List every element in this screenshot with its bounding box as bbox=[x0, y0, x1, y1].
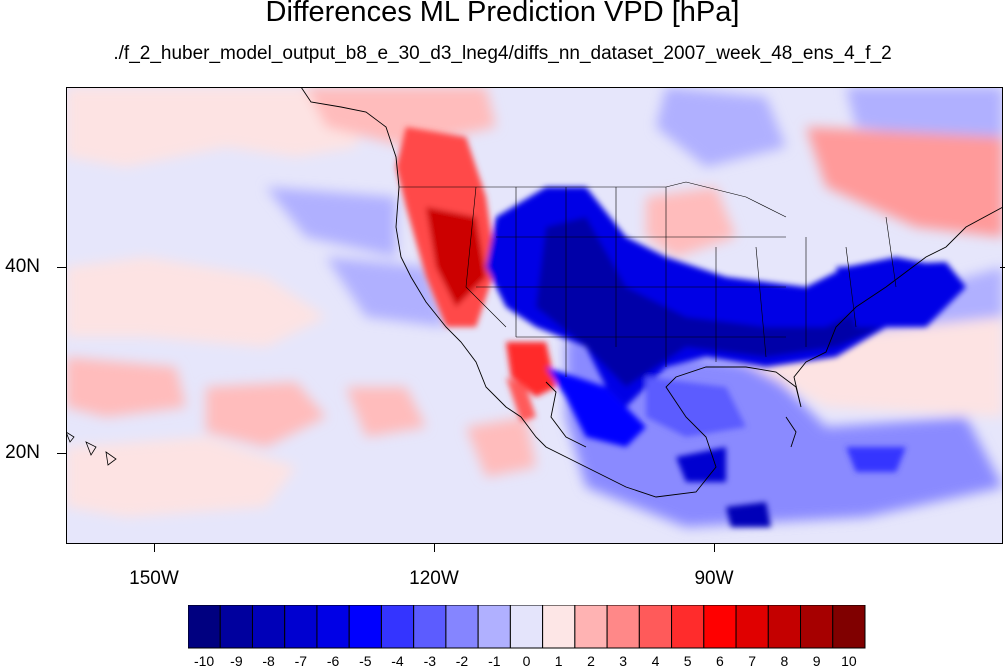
colorbar-tick-label: -9 bbox=[230, 653, 243, 669]
map-title: Differences ML Prediction VPD [hPa] bbox=[265, 0, 740, 28]
lat-label-40n: 40N bbox=[5, 256, 40, 277]
colorbar-swatch bbox=[477, 605, 511, 649]
colorbar-tick-label: 6 bbox=[715, 653, 724, 669]
colorbar-swatch bbox=[380, 605, 415, 649]
colorbar-tick-label: -2 bbox=[455, 653, 469, 669]
lon-label-120w: 120W bbox=[409, 568, 459, 589]
tick-150w bbox=[154, 543, 155, 552]
islands bbox=[66, 431, 117, 466]
colorbar-tick-label: 3 bbox=[619, 653, 628, 669]
map-plot-area bbox=[66, 87, 1003, 544]
colorbar-tick-label: 5 bbox=[683, 653, 692, 669]
colorbar-tick-label: -1 bbox=[488, 653, 501, 669]
lat-label-20n: 20N bbox=[5, 442, 40, 463]
colorbar-swatch bbox=[445, 605, 479, 649]
colorbar-swatch bbox=[800, 605, 834, 649]
colorbar-tick-label: 8 bbox=[780, 653, 789, 669]
colorbar-tick-label: 10 bbox=[841, 653, 857, 669]
tick-40n-left bbox=[57, 267, 66, 268]
colorbar-tick-label: 1 bbox=[554, 653, 563, 669]
colorbar-tick-label: -6 bbox=[326, 653, 340, 669]
colorbar-swatch bbox=[832, 605, 866, 649]
colorbar-tick-label: 9 bbox=[812, 653, 821, 669]
colorbar-swatch bbox=[509, 605, 544, 649]
colorbar-tick-label: 4 bbox=[651, 653, 660, 669]
tick-20n-left bbox=[57, 453, 66, 454]
broad-anomaly-field bbox=[66, 87, 1003, 527]
colorbar-swatch bbox=[219, 605, 253, 649]
tick-120w bbox=[434, 543, 435, 552]
colorbar-swatch bbox=[542, 605, 576, 649]
colorbar-swatch bbox=[188, 605, 221, 649]
colorbar-tick-label: 7 bbox=[748, 653, 757, 669]
colorbar-swatch bbox=[671, 605, 705, 649]
colorbar-swatch bbox=[348, 605, 382, 649]
colorbar-swatch bbox=[316, 605, 350, 649]
state-borders bbox=[399, 181, 897, 377]
colorbar-swatch bbox=[638, 605, 673, 649]
lon-label-90w: 90W bbox=[694, 568, 734, 589]
strong-anomaly-field bbox=[396, 127, 966, 527]
tick-90w bbox=[714, 543, 715, 552]
colorbar-swatch bbox=[735, 605, 769, 649]
colorbar-swatch bbox=[574, 605, 608, 649]
lon-label-150w: 150W bbox=[129, 568, 179, 589]
colorbar-tick-label: -8 bbox=[262, 653, 275, 669]
colorbar-tick-label: -7 bbox=[294, 653, 308, 669]
colorbar-swatch bbox=[703, 605, 737, 649]
colorbar-tick-label: -4 bbox=[391, 653, 404, 669]
map-subtitle: ./f_2_huber_model_output_b8_e_30_d3_lneg… bbox=[113, 43, 892, 64]
colorbar-tick-label: -5 bbox=[359, 653, 372, 669]
colorbar-tick-label: 0 bbox=[522, 653, 531, 669]
colorbar-swatch bbox=[251, 605, 286, 649]
colorbar-swatch bbox=[767, 605, 802, 649]
colorbar-swatch bbox=[606, 605, 640, 649]
colorbar bbox=[188, 605, 866, 649]
colorbar-tick-label: -3 bbox=[423, 653, 437, 669]
colorbar-swatch bbox=[284, 605, 318, 649]
colorbar-swatch bbox=[413, 605, 447, 649]
coastlines bbox=[300, 87, 1003, 498]
colorbar-tick-label: -10 bbox=[193, 653, 215, 669]
colorbar-tick-label: 2 bbox=[587, 653, 595, 669]
tick-40n-right bbox=[1000, 267, 1005, 268]
